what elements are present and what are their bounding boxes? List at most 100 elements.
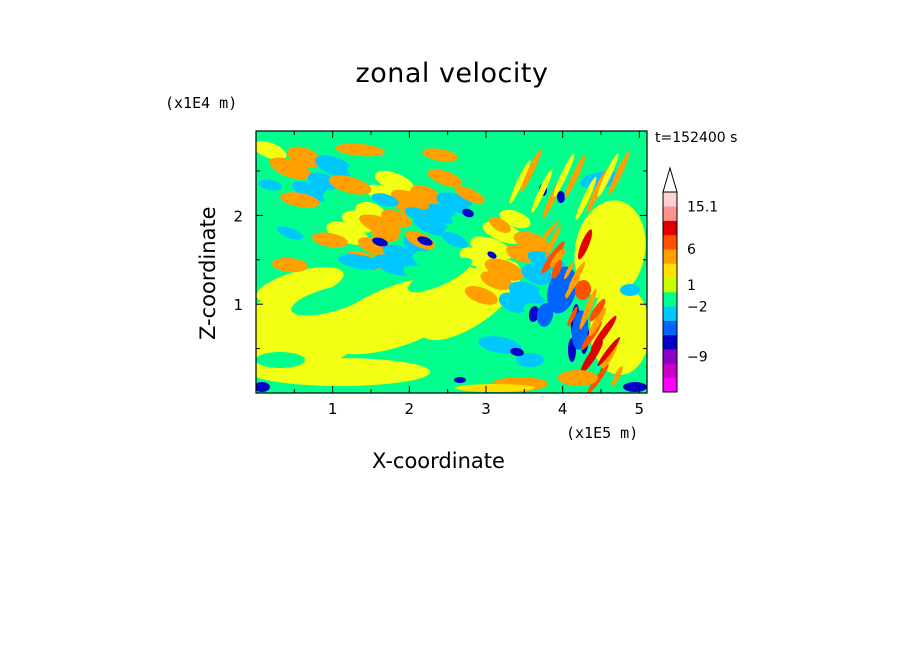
field-cell (478, 336, 522, 354)
field-cell (550, 249, 566, 268)
field-cell (553, 153, 575, 197)
field-cell (620, 284, 640, 296)
time-label: t=152400 s (655, 130, 738, 146)
field-cell (359, 214, 401, 236)
colorbar-segment (663, 292, 677, 307)
colorbar-label: −2 (687, 299, 708, 315)
field-cell (509, 160, 531, 204)
field-cell (427, 168, 463, 188)
colorbar-label: −9 (687, 349, 708, 365)
plot-frame (255, 130, 648, 394)
field-cell (487, 251, 497, 259)
field-cell (312, 232, 348, 248)
field-cell (256, 141, 287, 160)
field-cell (531, 168, 553, 213)
field-cell (455, 384, 535, 392)
colorbar-segment (663, 206, 677, 221)
field-cell (256, 267, 344, 303)
field-cell (589, 298, 606, 322)
field-cell (608, 151, 630, 196)
field-cell (454, 377, 466, 383)
field-cell (623, 382, 647, 392)
field-cell (322, 190, 357, 210)
field-cell (371, 193, 399, 207)
field-cell (442, 231, 468, 249)
field-cell (335, 143, 385, 157)
field-cell (580, 340, 603, 374)
field-cell (498, 292, 529, 313)
colorbar-label: 6 (687, 242, 696, 258)
field-cell (587, 364, 609, 393)
field-cell (545, 224, 561, 258)
field-cell (280, 192, 320, 208)
field-cell (536, 303, 554, 327)
colorbar-label: 1 (687, 278, 696, 294)
field-cell (374, 170, 414, 192)
y-tick-label: 2 (233, 207, 243, 225)
field-cell (256, 382, 270, 392)
colorbar-segment (663, 306, 677, 321)
x-tick-label: 4 (558, 400, 568, 418)
field-cell (407, 257, 473, 293)
colorbar: 15.1 6 1 −2 −9 (662, 166, 718, 393)
field-cell (484, 258, 524, 281)
field-cell (574, 200, 646, 300)
field-cell (536, 220, 559, 248)
field-cell (455, 186, 485, 204)
x-tick-label: 3 (481, 400, 491, 418)
field-cell (597, 153, 619, 198)
field-cell (489, 217, 511, 233)
field-cell (422, 148, 458, 162)
field-cell (292, 181, 332, 202)
field-cell (328, 175, 372, 195)
field-cell (611, 366, 623, 386)
field-cell (382, 244, 425, 267)
field-cell (541, 241, 565, 274)
field-cell (372, 237, 388, 247)
colorbar-frame (662, 191, 678, 393)
field-cell (516, 353, 544, 367)
field-cell (579, 288, 597, 330)
colorbar-segment (663, 220, 677, 236)
field-cell (326, 221, 369, 245)
field-cell (451, 214, 489, 235)
field-cell (506, 244, 535, 263)
field-cell (528, 306, 540, 322)
field-cell (338, 254, 382, 270)
field-cell (597, 337, 621, 367)
x-tick-label: 5 (635, 400, 645, 418)
field-cell (373, 254, 412, 276)
colorbar-segment (663, 320, 677, 336)
field-cell (586, 169, 608, 213)
x-axis: 1 2 3 4 5 (293, 131, 645, 418)
field-cell (588, 307, 606, 337)
y-tick-label: 1 (233, 296, 243, 314)
field-cell (575, 176, 597, 221)
field-cell (417, 236, 433, 246)
field-cell (381, 209, 412, 228)
field-cell (269, 157, 312, 180)
x-tick-label: 2 (405, 400, 415, 418)
field-cell (557, 191, 565, 203)
field-cell (510, 347, 524, 357)
colorbar-extension-arrow (662, 166, 678, 193)
colorbar-segment (663, 349, 677, 364)
field-cell (258, 179, 282, 191)
field-cell (564, 154, 586, 199)
y-axis: 12 (233, 170, 647, 350)
field-cell (567, 306, 578, 327)
field-cell (291, 284, 369, 316)
field-cell (565, 267, 581, 299)
colorbar-segment (663, 263, 677, 279)
field-cell (558, 370, 598, 386)
chart-title: zonal velocity (355, 58, 549, 89)
field-cell (480, 271, 513, 290)
field-cell (404, 207, 436, 223)
field-cell (276, 226, 304, 240)
colorbar-segment (663, 334, 677, 350)
colorbar-segment (663, 277, 677, 293)
colorbar-segment (663, 363, 677, 379)
field-cell (272, 257, 308, 273)
